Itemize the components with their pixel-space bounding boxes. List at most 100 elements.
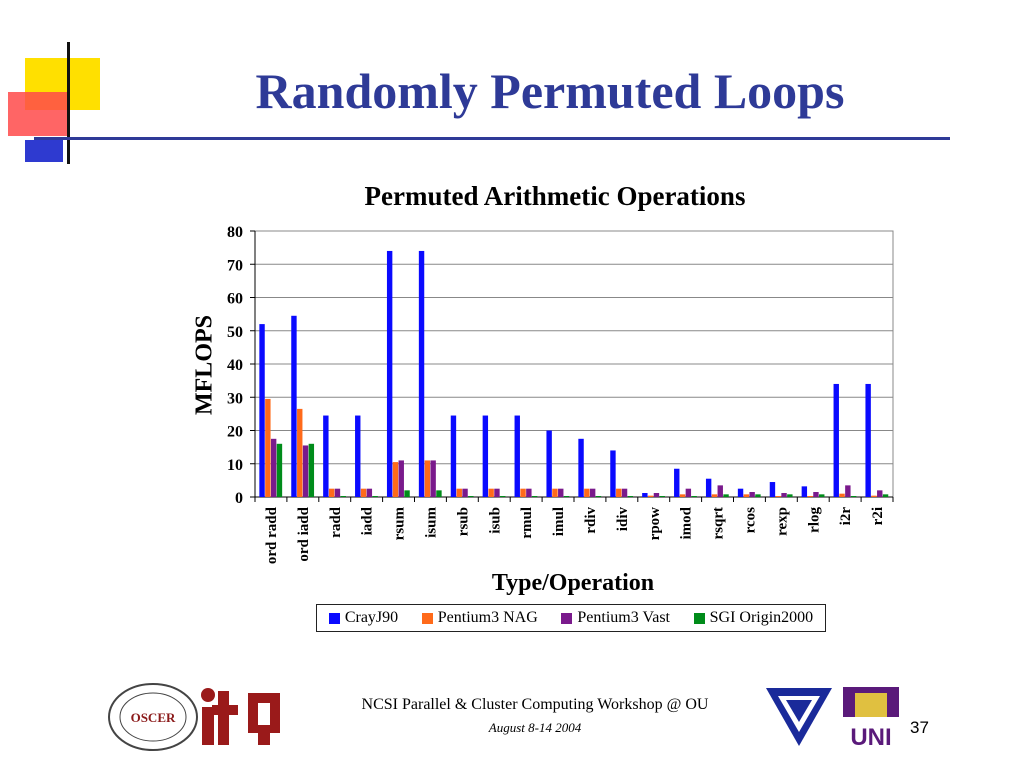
legend-swatch (561, 612, 573, 624)
triangle-logo (764, 684, 834, 748)
bar (308, 443, 315, 497)
x-tick-label: ord iadd (296, 506, 312, 561)
bar (276, 443, 283, 497)
bar (781, 493, 787, 497)
bar (610, 450, 616, 497)
legend-swatch (421, 612, 433, 624)
legend-label: Pentium3 Vast (577, 609, 670, 626)
y-tick-label: 20 (227, 424, 243, 441)
bar (839, 493, 845, 497)
bar (450, 415, 457, 497)
bar (877, 490, 883, 497)
oscer-logo-text: OSCER (131, 710, 176, 725)
bar (558, 488, 564, 497)
x-tick-label: idiv (615, 507, 631, 532)
red-square (8, 92, 68, 136)
bar (685, 488, 692, 497)
bar (328, 488, 335, 497)
bar (386, 250, 393, 497)
bar (323, 415, 329, 497)
bar (882, 494, 889, 497)
bar (430, 460, 436, 497)
bar (462, 488, 468, 497)
legend-item: Pentium3 NAG (421, 609, 538, 627)
bar (259, 324, 265, 497)
bar (265, 398, 271, 497)
legend-item: Pentium3 Vast (561, 609, 670, 627)
bar (813, 492, 819, 497)
x-tick-label: rpow (647, 507, 663, 541)
bar (468, 496, 474, 497)
bar (436, 490, 442, 497)
bar (775, 496, 781, 497)
legend-label: CrayJ90 (344, 609, 399, 626)
x-tick-label: i2r (838, 507, 854, 526)
it-ou-logo (200, 685, 292, 749)
bar (456, 488, 462, 497)
bar (743, 494, 750, 497)
bar (334, 488, 341, 497)
bar (621, 488, 628, 497)
vertical-rule (67, 42, 70, 164)
bar (807, 496, 813, 497)
bar (302, 445, 309, 497)
bar (514, 415, 520, 497)
bar (360, 488, 367, 497)
footer-date: August 8-14 2004 (488, 720, 582, 735)
bar (845, 485, 851, 497)
y-tick-label: 10 (227, 457, 243, 474)
bar (737, 488, 744, 497)
bar (531, 496, 538, 497)
footer-text: NCSI Parallel & Cluster Computing Worksh… (361, 696, 709, 713)
bar (372, 496, 378, 497)
x-tick-label: imod (679, 506, 695, 539)
slide-title: Randomly Permuted Loops (255, 63, 845, 119)
x-tick-label: isum (423, 506, 439, 537)
bar (642, 493, 648, 497)
bar (679, 494, 686, 497)
bar (674, 468, 680, 497)
oscer-logo: OSCER (107, 682, 199, 752)
bar (488, 488, 494, 497)
bar (801, 486, 808, 497)
bar (659, 496, 665, 497)
uni-logo-text: UNI (850, 724, 891, 749)
bar (691, 496, 697, 497)
bar (871, 495, 877, 497)
legend-item: SGI Origin2000 (693, 609, 813, 627)
bar (717, 485, 723, 497)
legend-item: CrayJ90 (328, 609, 399, 627)
bar (482, 415, 489, 497)
legend-swatch (328, 612, 340, 624)
uni-logo: UNI (839, 683, 903, 751)
x-tick-label: rmul (519, 507, 535, 539)
bar (563, 496, 570, 497)
y-tick-label: 30 (227, 390, 243, 407)
bar (787, 494, 793, 497)
x-tick-label: rexp (774, 507, 790, 536)
bar (833, 383, 839, 497)
x-tick-label: rsub (455, 507, 471, 536)
blue-square (25, 140, 63, 162)
bar (627, 496, 634, 497)
bar (494, 488, 500, 497)
chart-title: Permuted Arithmetic Operations (364, 181, 746, 211)
x-tick-label: radd (328, 506, 344, 538)
legend-label: Pentium3 NAG (437, 609, 538, 626)
x-tick-label: ord radd (264, 506, 280, 564)
bar (552, 488, 558, 497)
bar (589, 488, 596, 497)
corner-decoration (0, 0, 120, 170)
bar (270, 438, 277, 497)
y-tick-label: 0 (235, 490, 243, 507)
bar (584, 488, 590, 497)
bar (723, 494, 729, 497)
x-axis-label: Type/Operation (491, 570, 655, 596)
bar (398, 460, 404, 497)
x-tick-label: rdiv (583, 507, 599, 534)
y-tick-label: 70 (227, 257, 243, 274)
x-tick-label: rcos (742, 507, 758, 534)
bar (520, 488, 526, 497)
bar (500, 496, 506, 497)
x-tick-label: rsum (392, 507, 408, 541)
